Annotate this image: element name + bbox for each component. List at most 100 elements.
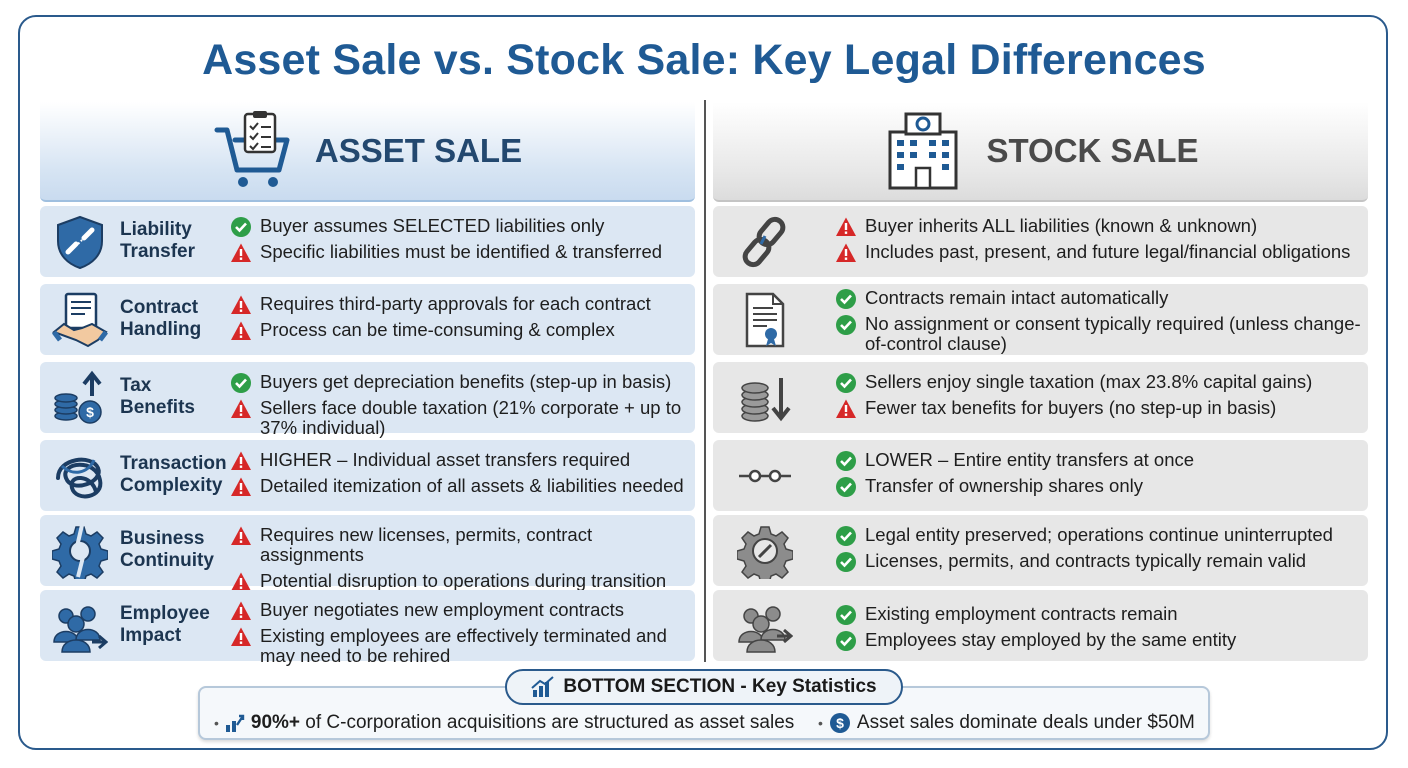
row-points: HIGHER – Individual asset transfers requ… bbox=[230, 450, 691, 502]
stock-sale-header: STOCK SALE bbox=[713, 102, 1368, 202]
stat-item: • 90%+ of C-corporation acquisitions are… bbox=[214, 712, 795, 733]
asset-row-contract-handling: Contract Handling Requires third-party ap… bbox=[40, 284, 695, 355]
warning-triangle-icon bbox=[836, 399, 856, 418]
list-item: No assignment or consent typically requi… bbox=[835, 314, 1364, 354]
row-label: Transaction Complexity bbox=[120, 453, 227, 496]
check-circle-icon bbox=[836, 315, 856, 335]
row-points: Existing employment contracts remain Emp… bbox=[835, 604, 1364, 656]
list-item: Contracts remain intact automatically bbox=[835, 288, 1364, 309]
stock-sale-header-label: STOCK SALE bbox=[986, 132, 1199, 169]
list-item: Fewer tax benefits for buyers (no step-u… bbox=[835, 398, 1364, 418]
broken-gear-icon bbox=[52, 524, 108, 579]
row-points: Buyer inherits ALL liabilities (known & … bbox=[835, 216, 1364, 268]
stock-row-transaction-complexity: LOWER – Entire entity transfers at once … bbox=[713, 440, 1368, 511]
list-item: Buyer inherits ALL liabilities (known & … bbox=[835, 216, 1364, 236]
check-circle-icon bbox=[836, 289, 856, 309]
bar-chart-icon bbox=[531, 676, 555, 697]
row-points: Buyer assumes SELECTED liabilities only … bbox=[230, 216, 691, 268]
list-item: Potential disruption to operations durin… bbox=[230, 571, 691, 591]
warning-triangle-icon bbox=[231, 601, 251, 620]
warning-triangle-icon bbox=[231, 627, 251, 646]
coins-arrow-up-icon: $ bbox=[54, 370, 102, 424]
list-item: Process can be time-consuming & complex bbox=[230, 320, 691, 340]
document-handshake-icon bbox=[52, 292, 108, 348]
warning-triangle-icon bbox=[231, 399, 251, 418]
row-label: Business Continuity bbox=[120, 528, 214, 571]
svg-text:$: $ bbox=[836, 715, 844, 731]
employees-arrow-icon bbox=[53, 606, 108, 653]
stock-row-contract-handling: Contracts remain intact automatically No… bbox=[713, 284, 1368, 355]
key-statistics-title: BOTTOM SECTION - Key Statistics bbox=[505, 669, 903, 705]
row-label: Contract Handling bbox=[120, 297, 202, 340]
asset-sale-header-label: ASSET SALE bbox=[314, 132, 523, 169]
stat-item: • $ Asset sales dominate deals under $50… bbox=[818, 712, 1195, 733]
warning-triangle-icon bbox=[231, 477, 251, 496]
list-item: Buyer assumes SELECTED liabilities only bbox=[230, 216, 691, 237]
list-item: Licenses, permits, and contracts typical… bbox=[835, 551, 1364, 572]
list-item: Employees stay employed by the same enti… bbox=[835, 630, 1364, 651]
stock-row-employee-impact: Existing employment contracts remain Emp… bbox=[713, 590, 1368, 661]
certificate-document-icon bbox=[745, 292, 785, 348]
list-item: Existing employees are effectively termi… bbox=[230, 626, 691, 666]
asset-sale-header: ASSET SALE bbox=[40, 102, 695, 202]
svg-text:$: $ bbox=[86, 404, 94, 420]
check-circle-icon bbox=[836, 477, 856, 497]
asset-row-liability-transfer: Liability Transfer Buyer assumes SELECTED… bbox=[40, 206, 695, 277]
warning-triangle-icon bbox=[836, 243, 856, 262]
row-points: Requires third-party approvals for each … bbox=[230, 294, 691, 346]
list-item: Existing employment contracts remain bbox=[835, 604, 1364, 625]
list-item: HIGHER – Individual asset transfers requ… bbox=[230, 450, 691, 470]
warning-triangle-icon bbox=[836, 217, 856, 236]
list-item: Detailed itemization of all assets & lia… bbox=[230, 476, 691, 496]
row-points: Contracts remain intact automatically No… bbox=[835, 288, 1364, 360]
asset-row-business-continuity: Business Continuity Requires new licenses… bbox=[40, 515, 695, 591]
dollar-coin-icon: $ bbox=[829, 713, 850, 733]
intact-gear-icon bbox=[737, 526, 793, 579]
list-item: Requires third-party approvals for each … bbox=[230, 294, 691, 314]
list-item: Transfer of ownership shares only bbox=[835, 476, 1364, 497]
list-item: Buyer negotiates new employment contract… bbox=[230, 600, 691, 620]
warning-triangle-icon bbox=[231, 572, 251, 591]
check-circle-icon bbox=[836, 605, 856, 625]
chain-link-icon bbox=[742, 216, 786, 268]
list-item: Legal entity preserved; operations conti… bbox=[835, 525, 1364, 546]
stock-row-liability-transfer: Buyer inherits ALL liabilities (known & … bbox=[713, 206, 1368, 277]
warning-triangle-icon bbox=[231, 295, 251, 314]
row-points: Sellers enjoy single taxation (max 23.8%… bbox=[835, 372, 1364, 424]
list-item: Includes past, present, and future legal… bbox=[835, 242, 1364, 262]
row-points: Buyers get depreciation benefits (step-u… bbox=[230, 372, 691, 444]
check-circle-icon bbox=[836, 451, 856, 471]
row-label: Employee Impact bbox=[120, 603, 210, 646]
stock-row-business-continuity: Legal entity preserved; operations conti… bbox=[713, 515, 1368, 586]
check-circle-icon bbox=[231, 217, 251, 237]
check-circle-icon bbox=[836, 373, 856, 393]
list-item: Specific liabilities must be identified … bbox=[230, 242, 691, 262]
check-circle-icon bbox=[231, 373, 251, 393]
warning-triangle-icon bbox=[231, 321, 251, 340]
list-item: Sellers enjoy single taxation (max 23.8%… bbox=[835, 372, 1364, 393]
asset-row-tax-benefits: $ Tax Benefits Buyers get depreciation be… bbox=[40, 362, 695, 438]
growth-arrow-icon bbox=[225, 714, 245, 732]
warning-triangle-icon bbox=[231, 526, 251, 545]
list-item: LOWER – Entire entity transfers at once bbox=[835, 450, 1364, 471]
check-circle-icon bbox=[836, 526, 856, 546]
page-title: Asset Sale vs. Stock Sale: Key Legal Dif… bbox=[202, 36, 1206, 84]
warning-triangle-icon bbox=[231, 243, 251, 262]
employees-arrow-icon bbox=[738, 606, 793, 653]
asset-row-employee-impact: Employee Impact Buyer negotiates new empl… bbox=[40, 590, 695, 666]
coins-arrow-down-icon bbox=[741, 378, 791, 422]
row-points: Requires new licenses, permits, contract… bbox=[230, 525, 691, 597]
shield-broken-chain-icon bbox=[57, 215, 103, 270]
row-points: LOWER – Entire entity transfers at once … bbox=[835, 450, 1364, 502]
warning-triangle-icon bbox=[231, 451, 251, 470]
key-statistics-panel bbox=[198, 686, 1210, 740]
row-points: Legal entity preserved; operations conti… bbox=[835, 525, 1364, 577]
check-circle-icon bbox=[836, 552, 856, 572]
stock-row-tax-benefits: Sellers enjoy single taxation (max 23.8%… bbox=[713, 362, 1368, 433]
row-label: Tax Benefits bbox=[120, 375, 195, 418]
list-item: Requires new licenses, permits, contract… bbox=[230, 525, 691, 565]
asset-row-transaction-complexity: Transaction Complexity HIGHER – Individua… bbox=[40, 440, 695, 511]
corporate-building-icon bbox=[888, 112, 958, 190]
tangled-knot-icon bbox=[56, 457, 103, 499]
column-divider bbox=[704, 100, 706, 662]
